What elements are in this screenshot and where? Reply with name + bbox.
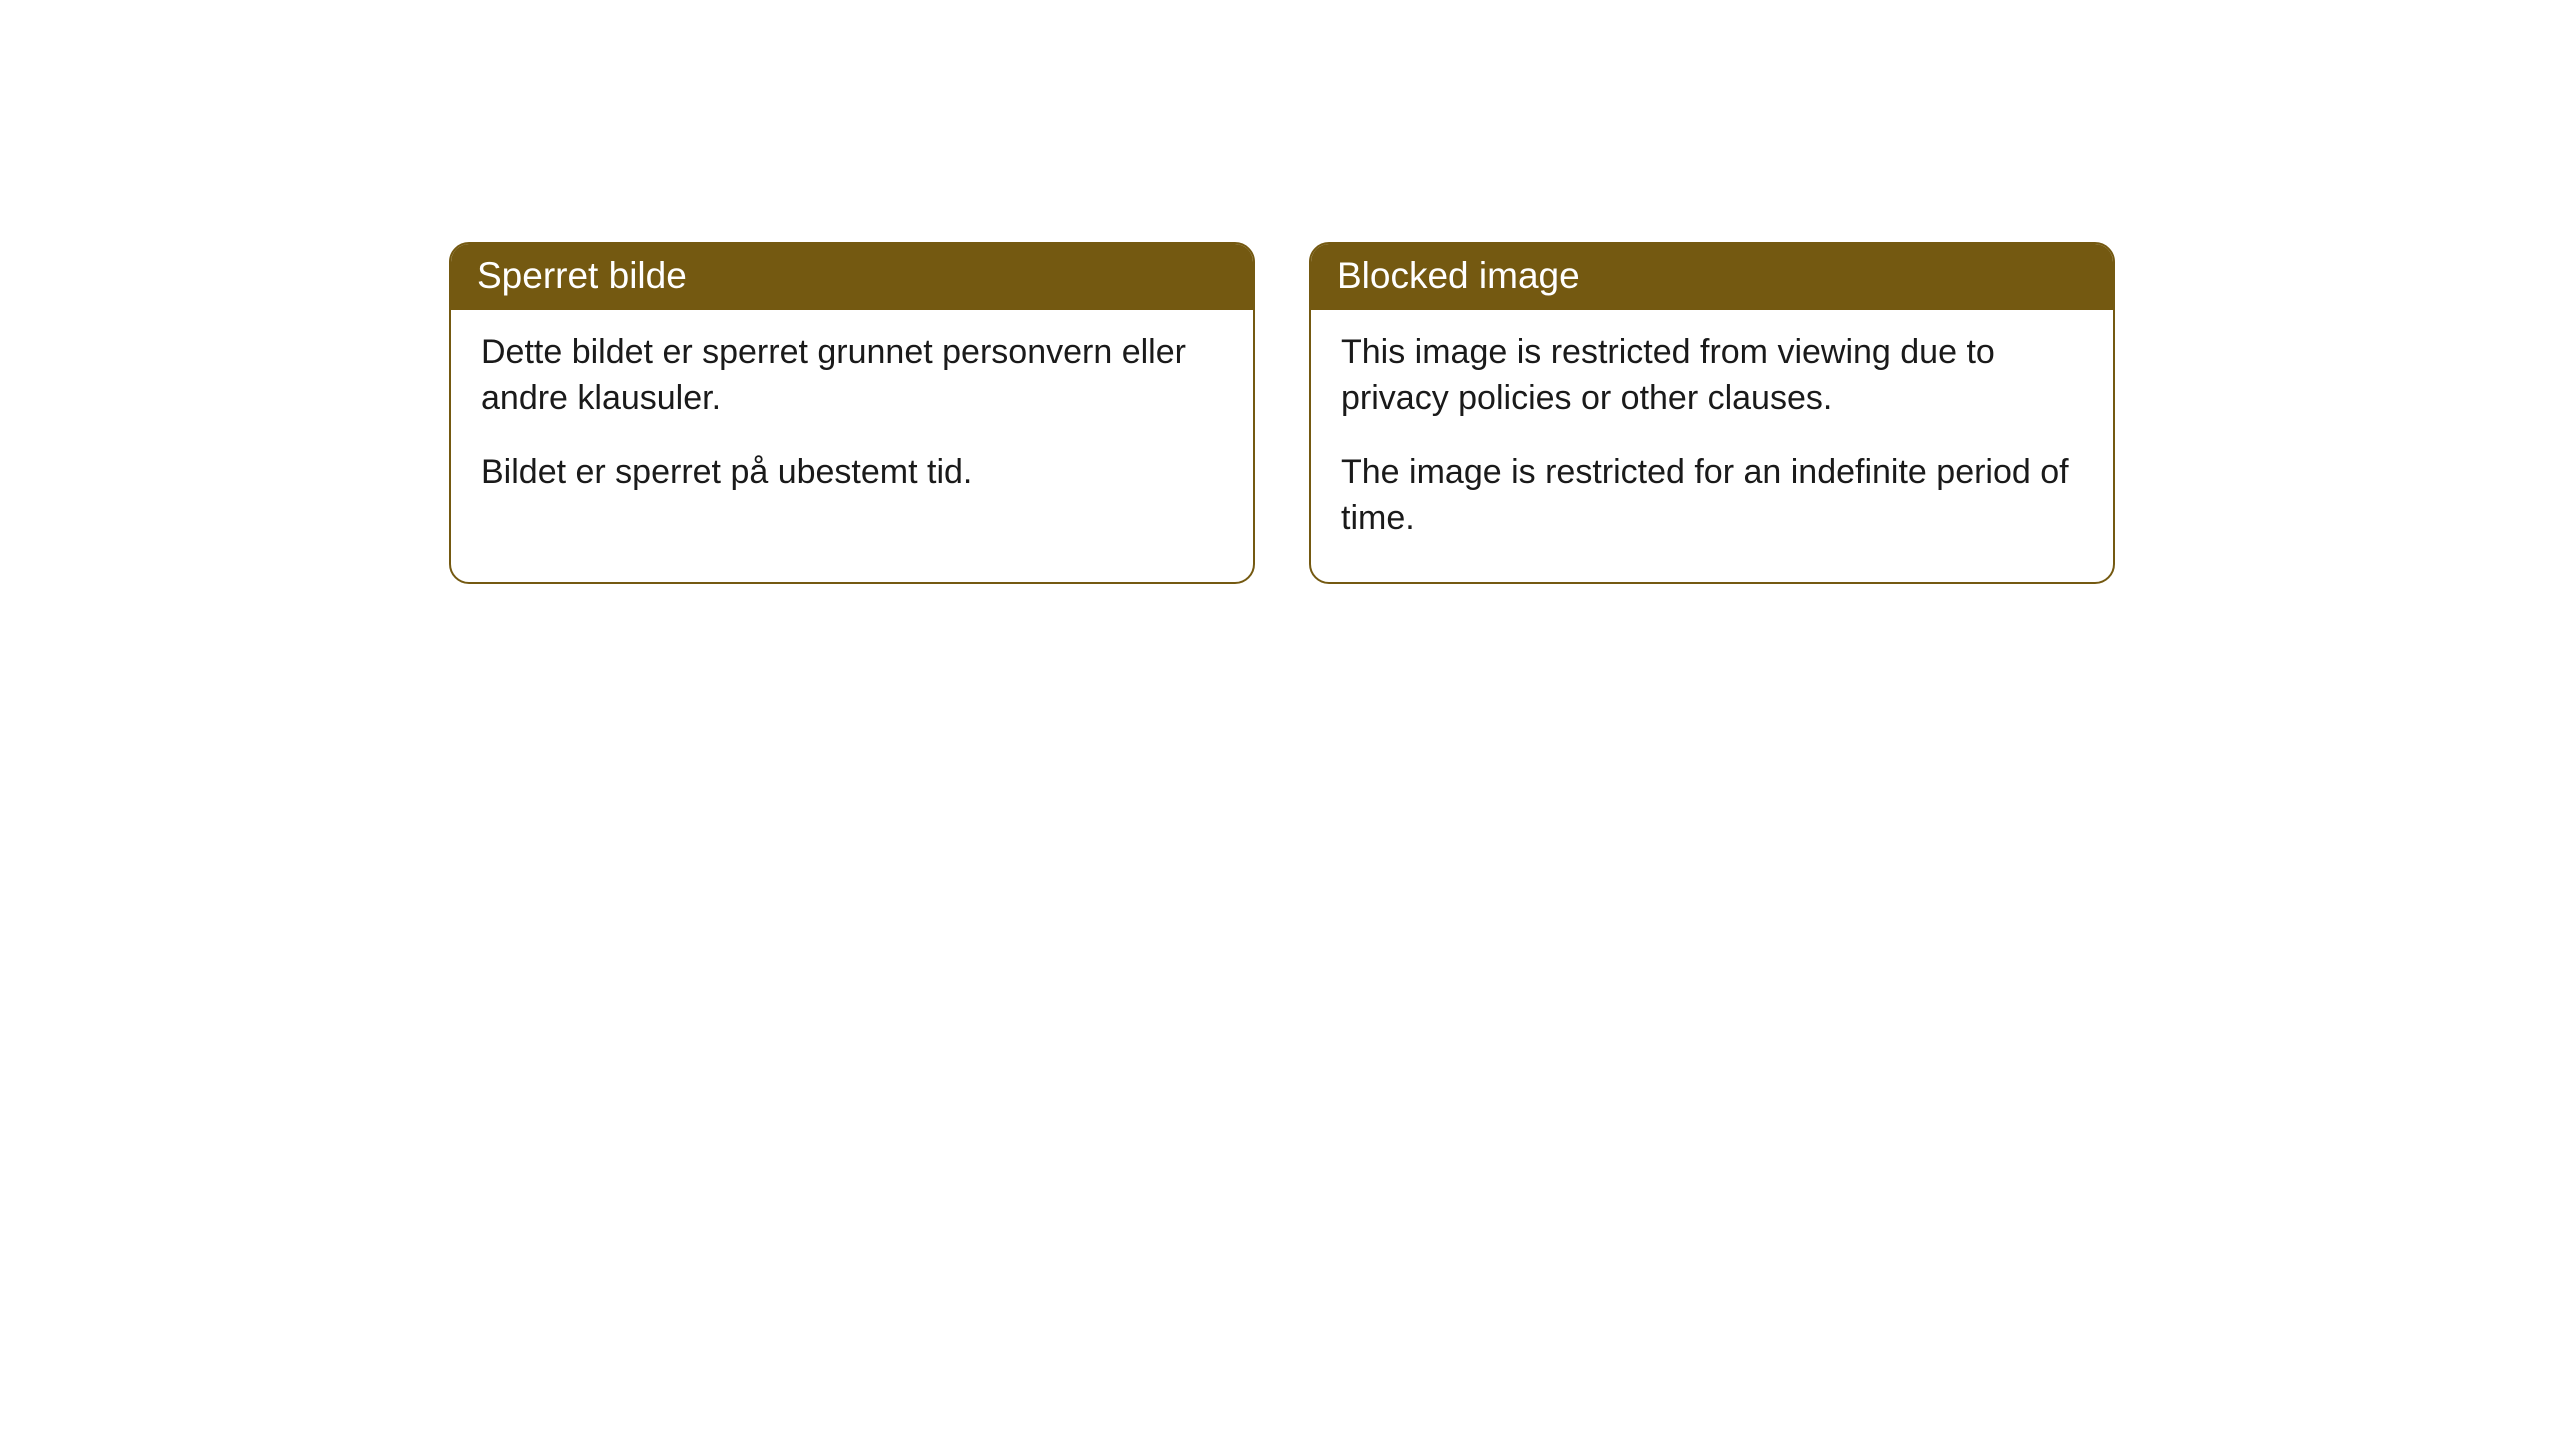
card-paragraph: The image is restricted for an indefinit… [1341,450,2083,542]
card-header: Blocked image [1311,244,2113,310]
card-header: Sperret bilde [451,244,1253,310]
card-paragraph: Bildet er sperret på ubestemt tid. [481,450,1223,496]
notice-card-norwegian: Sperret bilde Dette bildet er sperret gr… [449,242,1255,584]
notice-cards-container: Sperret bilde Dette bildet er sperret gr… [449,242,2115,584]
notice-card-english: Blocked image This image is restricted f… [1309,242,2115,584]
card-paragraph: Dette bildet er sperret grunnet personve… [481,330,1223,422]
card-paragraph: This image is restricted from viewing du… [1341,330,2083,422]
card-body: This image is restricted from viewing du… [1311,310,2113,582]
card-body: Dette bildet er sperret grunnet personve… [451,310,1253,536]
